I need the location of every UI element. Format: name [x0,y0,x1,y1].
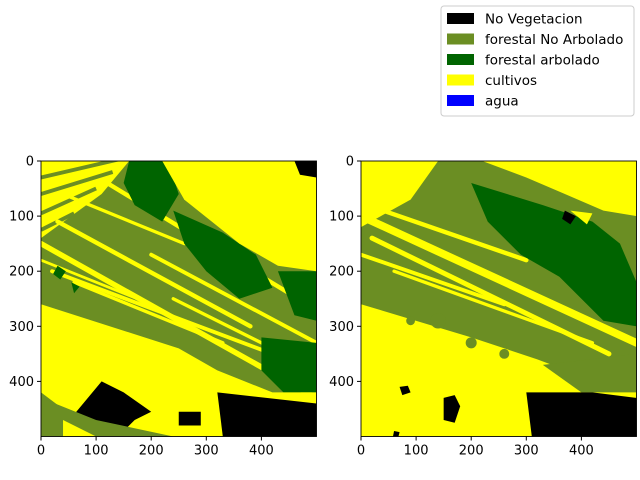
y-tick-label: 200 [9,265,34,280]
legend: No Vegetacion forestal No Arbolado foresta… [440,5,635,117]
x-tick-label: 0 [37,444,45,459]
x-tick-label: 200 [139,444,164,459]
y-tick-label: 200 [329,265,354,280]
axes-ticks: 0 100 200 300 400 0 100 200 300 400 0 100 200 300 400 0… [9,155,594,459]
left-panel [40,160,317,437]
legend-swatch [447,74,474,86]
y-tick-label: 400 [329,375,354,390]
legend-label: forestal arbolado [485,53,600,69]
x-tick-label: 400 [569,444,594,459]
legend-swatch [447,95,474,106]
x-tick-label: 0 [357,444,365,459]
legend-swatch [447,54,474,65]
right-map-image [361,161,637,437]
legend-frame [440,5,635,117]
y-tick-label: 400 [9,375,34,390]
legend-label: agua [485,94,519,110]
right-panel [360,160,637,437]
y-tick-label: 100 [9,210,34,225]
y-tick-label: 300 [9,320,34,335]
x-tick-label: 400 [249,444,274,459]
y-tick-label: 0 [346,155,354,170]
x-tick-label: 100 [404,444,429,459]
x-tick-label: 300 [194,444,219,459]
legend-swatch [447,13,474,24]
legend-label: forestal No Arbolado [485,32,623,48]
y-tick-label: 100 [329,210,354,225]
legend-swatch [447,33,474,45]
legend-label: cultivos [485,73,537,89]
x-tick-label: 200 [459,444,484,459]
left-map-image [41,161,317,437]
x-tick-label: 100 [84,444,109,459]
x-tick-label: 300 [514,444,539,459]
y-tick-label: 0 [26,155,34,170]
y-tick-label: 300 [329,320,354,335]
legend-label: No Vegetacion [485,12,583,28]
